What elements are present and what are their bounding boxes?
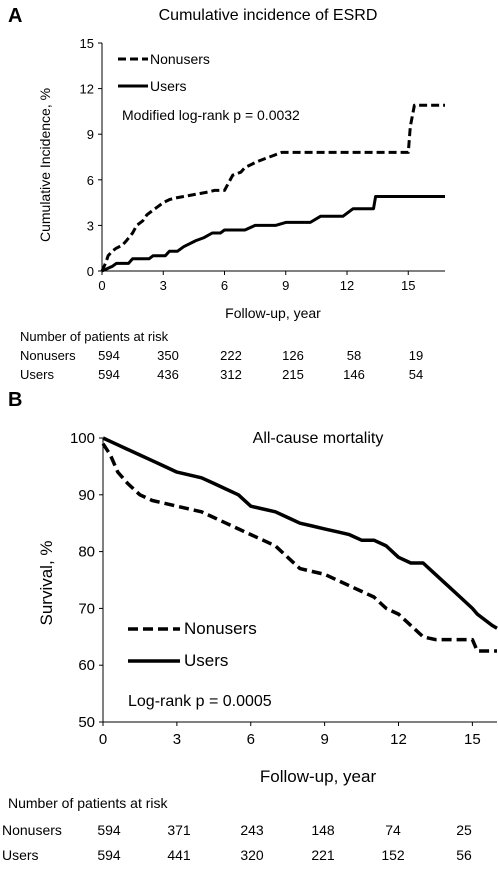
panel-b-legend-nonusers-label: Nonusers (184, 619, 257, 638)
panel-a-x-tick-label: 0 (98, 278, 105, 293)
panel-b-risk-cell-nonusers: 148 (311, 822, 335, 838)
panel-b-x-tick-label: 9 (320, 731, 328, 748)
panel-b-title: All-cause mortality (253, 430, 384, 447)
panel-b-y-tick-label: 70 (78, 600, 95, 617)
panel-a-legend-users-label: Users (150, 78, 187, 94)
panel-a-pvalue-annotation: Modified log-rank p = 0.0032 (122, 107, 300, 123)
panel-b-y-tick-label: 80 (78, 544, 95, 561)
panel-a-risk-cell-nonusers: 126 (282, 348, 304, 363)
panel-a-risk-cell-nonusers: 222 (220, 348, 242, 363)
panel-a-y-tick-label: 15 (80, 36, 94, 51)
panel-a-letter: A (8, 5, 22, 27)
panel-b-series-nonusers-line (101, 442, 497, 653)
panel-b-pvalue-annotation: Log-rank p = 0.0005 (128, 693, 272, 710)
panel-b-risk-cell-users: 56 (456, 847, 472, 863)
panel-a-title: Cumulative incidence of ESRD (159, 7, 378, 24)
panel-a-series-nonusers-line (100, 103, 445, 272)
panel-b-x-tick-label: 12 (390, 731, 407, 748)
panel-b-risk-table: 594 371 243 148 74 25 594 441 320 221 152 56 (97, 822, 472, 863)
panel-a-y-tick-label: 0 (87, 264, 94, 279)
panel-a-risk-cell-users: 436 (157, 367, 179, 382)
panel-b-risk-row-label-users: Users (2, 847, 39, 863)
panel-b-y-tick-label: 100 (70, 430, 95, 447)
panel-b-y-axis-label: Survival, % (37, 540, 56, 625)
panel-b-risk-cell-nonusers: 594 (97, 822, 121, 838)
panel-a-series-users-line (101, 195, 445, 273)
panel-b-x-axis-label: Follow-up, year (260, 767, 377, 786)
panel-b-plot-area: 50 60 70 80 90 100 0 3 6 9 12 15 (70, 430, 498, 748)
panel-a-x-tick-label: 3 (160, 278, 167, 293)
panel-a-y-axis-label: Cumulative Incidence, % (37, 88, 53, 242)
panel-a-risk-cell-nonusers: 19 (409, 348, 423, 363)
panel-a-risk-cell-users: 146 (343, 367, 365, 382)
panel-b-x-tick-label: 6 (247, 731, 255, 748)
panel-a-risk-cell-users: 594 (98, 367, 120, 382)
panel-b-risk-cell-users: 221 (311, 847, 335, 863)
panel-a-risk-row-label-nonusers: Nonusers (20, 348, 76, 363)
panel-a-x-tick-label: 15 (401, 278, 415, 293)
panel-a-y-tick-label: 3 (87, 218, 94, 233)
panel-a-risk-cell-users: 215 (282, 367, 304, 382)
panel-a-risk-cell-nonusers: 594 (98, 348, 120, 363)
panel-b-risk-table-header: Number of patients at risk (8, 795, 169, 811)
panel-a-risk-cell-nonusers: 350 (157, 348, 179, 363)
panel-b-y-tick-label: 50 (78, 714, 95, 731)
panel-a-risk-table-header: Number of patients at risk (20, 329, 169, 344)
panel-a-x-axis-label: Follow-up, year (225, 305, 321, 321)
panel-b-risk-cell-users: 594 (97, 847, 121, 863)
panel-a-risk-cell-users: 312 (220, 367, 242, 382)
panel-b-risk-cell-nonusers: 74 (385, 822, 401, 838)
panel-a-x-tick-label: 12 (340, 278, 354, 293)
panel-b-letter: B (8, 389, 22, 411)
panel-a-y-tick-label: 12 (80, 82, 94, 97)
panel-a-x-tick-label: 6 (221, 278, 228, 293)
panel-a-risk-cell-users: 54 (409, 367, 423, 382)
panel-b-y-tick-label: 90 (78, 487, 95, 504)
panel-a-y-tick-label: 6 (87, 173, 94, 188)
panel-b-risk-cell-users: 441 (167, 847, 191, 863)
panel-b-risk-row-label-nonusers: Nonusers (2, 822, 62, 838)
panel-a-plot-area: 0 3 6 9 12 15 0 3 6 9 12 15 (80, 36, 445, 293)
panel-b-risk-cell-users: 152 (381, 847, 405, 863)
panel-b-risk-cell-nonusers: 243 (240, 822, 264, 838)
panel-b-x-tick-label: 15 (464, 731, 481, 748)
panel-a-y-tick-label: 9 (87, 127, 94, 142)
panel-a-risk-row-label-users: Users (20, 367, 54, 382)
panel-b-x-tick-label: 0 (99, 731, 107, 748)
panel-b-risk-cell-users: 320 (240, 847, 264, 863)
panel-b-x-tick-label: 3 (173, 731, 181, 748)
panel-b-risk-cell-nonusers: 371 (167, 822, 191, 838)
panel-b-legend-users-label: Users (184, 651, 228, 670)
panel-b-risk-cell-nonusers: 25 (456, 822, 472, 838)
panel-a-risk-table: 594 350 222 126 58 19 594 436 312 215 146 54 (98, 348, 423, 382)
panel-a-legend-nonusers-label: Nonusers (150, 51, 210, 67)
panel-a-x-tick-label: 9 (282, 278, 289, 293)
panel-a-risk-cell-nonusers: 58 (347, 348, 361, 363)
panel-b-series-users-line (102, 436, 498, 630)
panel-b-y-tick-label: 60 (78, 657, 95, 674)
